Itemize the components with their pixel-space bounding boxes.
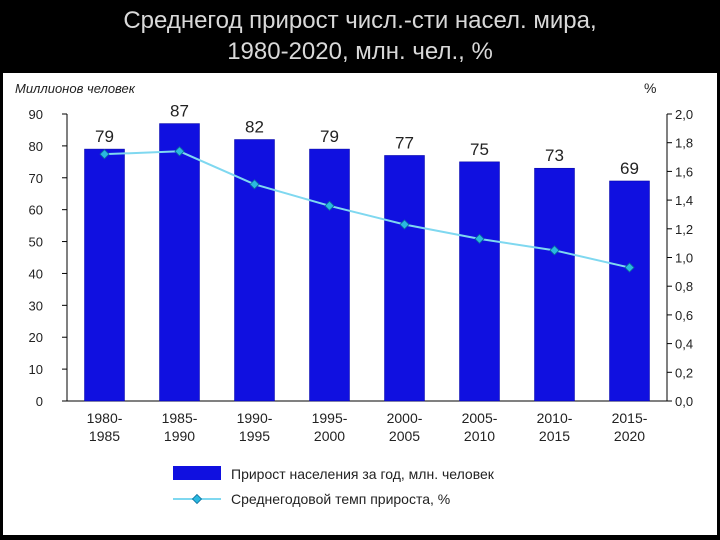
category-label-line: 2020 <box>614 428 645 444</box>
bar-data-label: 69 <box>620 159 639 178</box>
bar-data-label: 79 <box>320 127 339 146</box>
category-label-line: 1980- <box>87 410 123 426</box>
category-label: 2015- 2020 <box>612 410 648 444</box>
category-label-line: 2010- <box>537 410 573 426</box>
y-axis-title: Миллионов человек <box>15 81 136 96</box>
category-label-line: 2000- <box>387 410 423 426</box>
category-label-line: 1990 <box>164 428 195 444</box>
category-label: 2000- 2005 <box>387 410 423 444</box>
right-tick-label: 0,4 <box>675 337 693 352</box>
right-tick-label: 1,0 <box>675 251 693 266</box>
category-label-line: 1985 <box>89 428 120 444</box>
right-tick-label: 1,6 <box>675 164 693 179</box>
right-tick-label: 0,8 <box>675 279 693 294</box>
line-series <box>99 146 635 273</box>
category-labels: 1980- 1985 1985- 1990 1990- 1995 1995- 2000 2000… <box>87 410 648 444</box>
line-point <box>549 245 560 256</box>
category-label-line: 2005 <box>389 428 420 444</box>
category-label-line: 2000 <box>314 428 345 444</box>
bar-data-label: 73 <box>545 146 564 165</box>
bar-data-label: 79 <box>95 127 114 146</box>
bar-series: 79 87 82 79 77 75 73 69 <box>84 102 650 402</box>
line-point <box>174 146 185 157</box>
bar <box>84 148 125 402</box>
category-label-line: 2015- <box>612 410 648 426</box>
legend-bar-label: Прирост населения за год, млн. человек <box>231 466 495 482</box>
bar <box>159 123 200 402</box>
category-label-line: 2010 <box>464 428 495 444</box>
left-tick-label: 40 <box>29 266 43 281</box>
bar-data-label: 82 <box>245 118 264 137</box>
title-line-1: Среднегод прирост числ.-сти насел. мира, <box>123 7 597 34</box>
category-label-line: 2015 <box>539 428 570 444</box>
line-point <box>99 149 110 160</box>
left-tick-label: 0 <box>36 394 43 409</box>
left-tick-label: 10 <box>29 362 43 377</box>
combo-chart: Миллионов человек % 0102030405060708090 … <box>15 80 693 507</box>
category-label: 2005- 2010 <box>462 410 498 444</box>
right-tick-label: 1,4 <box>675 193 693 208</box>
bar <box>609 180 650 402</box>
left-tick-label: 50 <box>29 235 43 250</box>
line-point <box>324 200 335 211</box>
right-tick-label: 0,0 <box>675 394 693 409</box>
category-label: 2010- 2015 <box>537 410 573 444</box>
legend: Прирост населения за год, млн. человек Ср… <box>173 466 495 507</box>
bar-data-label: 75 <box>470 140 489 159</box>
left-tick-label: 30 <box>29 298 43 313</box>
line-point <box>624 262 635 273</box>
left-tick-label: 90 <box>29 107 43 122</box>
category-label: 1980- 1985 <box>87 410 123 444</box>
bar <box>309 148 350 402</box>
legend-bar-swatch <box>173 466 221 480</box>
line-point <box>249 179 260 190</box>
category-label-line: 1985- <box>162 410 198 426</box>
left-tick-label: 20 <box>29 330 43 345</box>
category-label: 1990- 1995 <box>237 410 273 444</box>
right-tick-label: 2,0 <box>675 107 693 122</box>
line-point <box>474 233 485 244</box>
category-label: 1985- 1990 <box>162 410 198 444</box>
left-tick-label: 70 <box>29 171 43 186</box>
legend-line-label: Среднегодовой темп прироста, % <box>231 491 450 507</box>
bar-data-label: 77 <box>395 133 414 152</box>
right-tick-label: 0,2 <box>675 365 693 380</box>
title-line-2: 1980-2020, млн. чел., % <box>227 38 493 65</box>
bar-data-label: 87 <box>170 102 189 121</box>
category-label-line: 1990- <box>237 410 273 426</box>
slide-title: Среднегод прирост числ.-сти насел. мира,… <box>0 0 720 72</box>
bar <box>534 167 575 402</box>
category-label-line: 2005- <box>462 410 498 426</box>
chart-panel: Миллионов человек % 0 10 20 30 40 50 60 70 80 90 … <box>3 73 717 535</box>
legend-line-marker <box>191 493 203 505</box>
right-tick-label: 1,8 <box>675 136 693 151</box>
line-path <box>104 150 630 269</box>
bar <box>459 161 500 402</box>
line-point <box>399 219 410 230</box>
category-label: 1995- 2000 <box>312 410 348 444</box>
right-tick-label: 0,6 <box>675 308 693 323</box>
right-axis: 0,0 0,2 0,4 0,6 0,8 1,0 1,2 1,4 1,6 1,8 2,0 <box>666 107 693 409</box>
left-tick-label: 60 <box>29 203 43 218</box>
category-label-line: 1995 <box>239 428 270 444</box>
category-label-line: 1995- <box>312 410 348 426</box>
right-tick-label: 1,2 <box>675 222 693 237</box>
left-tick-label: 80 <box>29 139 43 154</box>
bar <box>384 155 425 402</box>
y2-axis-title: % <box>644 80 656 96</box>
